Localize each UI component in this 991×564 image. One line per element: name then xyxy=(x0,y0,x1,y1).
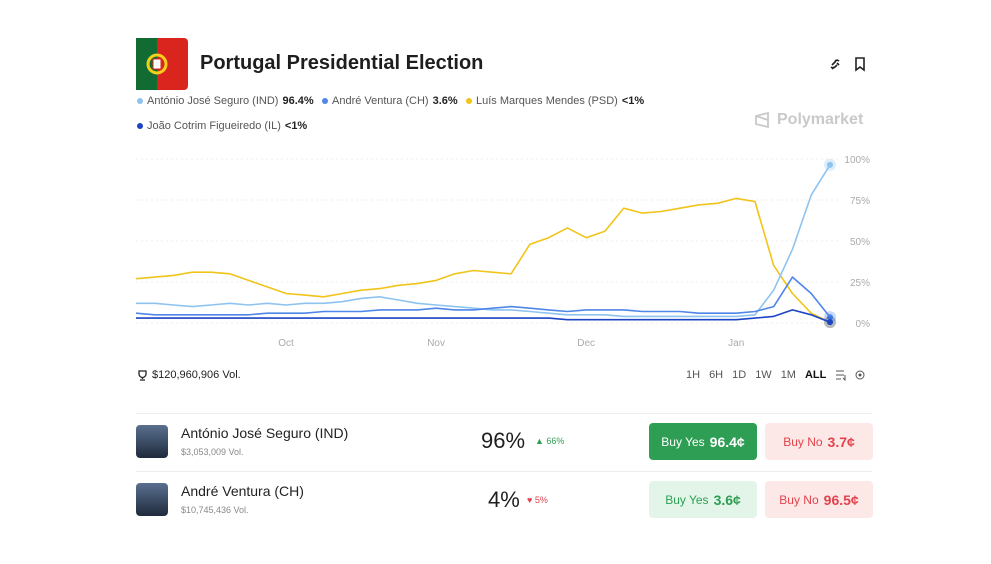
range[interactable]: 1H xyxy=(686,369,701,381)
legend-label: António José Seguro (IND) xyxy=(147,95,279,107)
change-text: 66% xyxy=(546,436,565,446)
brand: Polymarket xyxy=(777,111,864,128)
legend-value: 96.4% xyxy=(282,95,314,107)
outcome-volume: $10,745,436 Vol. xyxy=(181,505,249,515)
trophy-icon xyxy=(138,369,147,381)
btn-label: Buy No xyxy=(779,492,819,507)
y-tick-label: 0% xyxy=(856,319,871,330)
chart: 0% 25% 50% 75% 100% Oct Nov Dec Jan xyxy=(135,155,871,349)
logo xyxy=(755,111,769,129)
series-line xyxy=(135,197,831,323)
x-tick-label: Dec xyxy=(577,338,595,349)
outcome-volume: $3,053,009 Vol. xyxy=(181,447,244,457)
watermark: Polymarket xyxy=(753,111,863,129)
divider xyxy=(136,471,872,472)
title: Portugal Presidential Election xyxy=(200,52,484,74)
btn-price: 3.6¢ xyxy=(713,491,741,508)
buy-yes[interactable]: Buy Yes 96.4¢ xyxy=(649,423,757,460)
buy-no[interactable]: Buy No 3.7¢ xyxy=(765,423,873,460)
legend-label: Luís Marques Mendes (PSD) xyxy=(476,95,618,107)
y-tick-label: 50% xyxy=(850,237,870,248)
divider xyxy=(136,413,872,414)
x-tick-label: Jan xyxy=(728,338,744,349)
y-tick-label: 75% xyxy=(850,196,870,207)
legend-item: João Cotrim Figueiredo (IL) <1% xyxy=(137,120,307,132)
legend-item: Luís Marques Mendes (PSD) <1% xyxy=(466,95,644,107)
end-dot xyxy=(827,314,833,321)
range[interactable]: ALL xyxy=(804,369,827,381)
y-tick-label: 25% xyxy=(850,278,870,289)
outcome-name: André Ventura (CH) xyxy=(181,483,304,499)
series-line xyxy=(136,309,831,323)
range-tabs: 1H 6H 1D 1W 1M ALL xyxy=(686,369,867,381)
end-dot xyxy=(827,319,833,326)
buy-no[interactable]: Buy No 96.5¢ xyxy=(765,481,873,518)
volume-text: $120,960,906 Vol. xyxy=(152,369,241,381)
chart-settings[interactable] xyxy=(835,369,867,381)
range[interactable]: 6H xyxy=(709,369,724,381)
buy-yes[interactable]: Buy Yes 3.6¢ xyxy=(649,481,757,518)
change-text: 5% xyxy=(534,495,548,505)
range[interactable]: 1M xyxy=(780,369,796,381)
legend-value: 3.6% xyxy=(432,95,458,107)
legend-item: António José Seguro (IND) 96.4% xyxy=(137,95,314,107)
avatar xyxy=(136,483,168,516)
x-tick-label: Oct xyxy=(278,338,294,349)
btn-price: 96.5¢ xyxy=(823,491,859,508)
btn-label: Buy No xyxy=(783,434,823,449)
outcome-change: ▲ 66% xyxy=(535,436,565,446)
outcome-chance: 4% xyxy=(488,487,520,512)
outcome-chance: 96% xyxy=(481,428,526,453)
legend-item: André Ventura (CH) 3.6% xyxy=(322,95,458,107)
legend-value: <1% xyxy=(621,95,645,107)
legend-label: André Ventura (CH) xyxy=(332,95,429,107)
range[interactable]: 1D xyxy=(732,369,747,381)
btn-price: 96.4¢ xyxy=(709,433,745,450)
actions[interactable] xyxy=(829,56,869,72)
btn-label: Buy Yes xyxy=(665,492,709,507)
x-tick-label: Nov xyxy=(427,338,445,349)
legend-value: <1% xyxy=(284,120,308,132)
btn-label: Buy Yes xyxy=(661,434,705,449)
y-tick-label: 100% xyxy=(844,155,870,166)
btn-price: 3.7¢ xyxy=(827,433,855,450)
outcome-change: ♥ 5% xyxy=(527,495,548,505)
legend-label: João Cotrim Figueiredo (IL) xyxy=(147,120,281,132)
end-dot xyxy=(827,161,833,168)
range[interactable]: 1W xyxy=(755,369,772,381)
volume: $120,960,906 Vol. xyxy=(137,369,241,381)
outcome-name: António José Seguro (IND) xyxy=(181,425,349,441)
flag xyxy=(136,38,188,90)
avatar xyxy=(136,425,168,458)
series-line xyxy=(135,276,831,318)
